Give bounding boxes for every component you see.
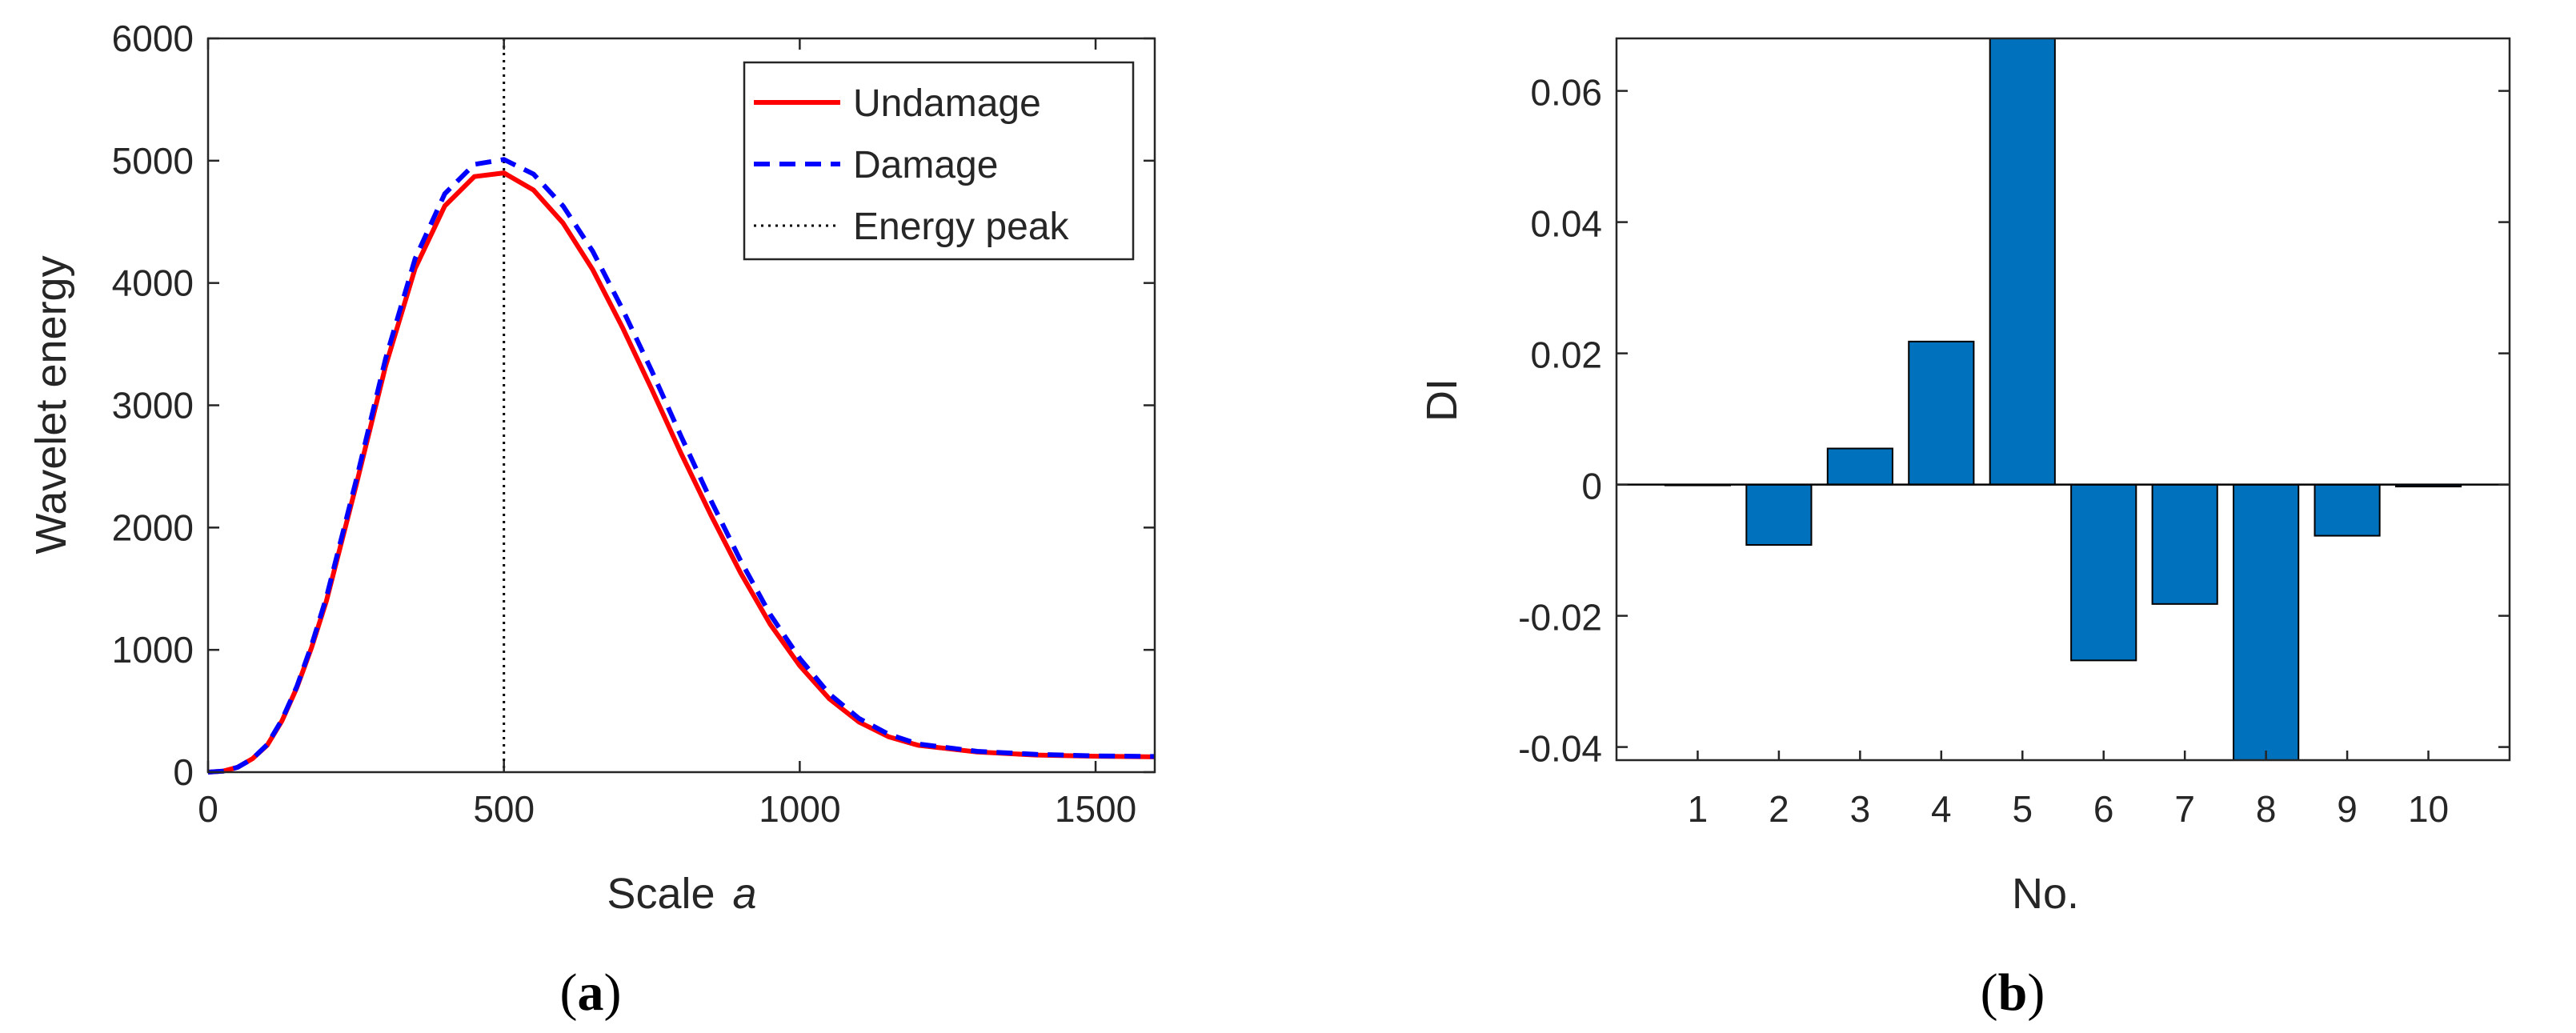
chart-a-ticks: 0 500 1000 1500 0 1000 2000 3000 4000 5000 6000: [112, 18, 1155, 830]
series-damage-line: [207, 157, 1156, 775]
x-tick-label: 0: [198, 788, 218, 830]
bar-3: [1826, 447, 1893, 486]
bar-9: [2314, 483, 2381, 537]
y-tick-label: 2000: [112, 506, 194, 548]
chart-b: 1 2 3 4 5 6 7 8 9 10 -0.04 -0.02 0 0.02 0.04 0.06 DI No…: [1418, 37, 2511, 1022]
y-tick-label: -0.04: [1518, 728, 1602, 770]
bar-8: [2233, 483, 2300, 761]
x-tick-label: 5: [2012, 788, 2033, 830]
y-tick-label: 4000: [112, 262, 194, 304]
x-tick-label: 10: [2408, 788, 2449, 830]
chart-a-plot-area: [207, 38, 1156, 775]
x-tick-label: 1000: [759, 788, 840, 830]
chart-a-xlabel: Scale a: [607, 870, 756, 918]
panel-a-caption: (a): [560, 963, 622, 1022]
bar-2: [1745, 483, 1813, 547]
x-tick-label: 7: [2174, 788, 2195, 830]
y-tick-label: 0: [1581, 466, 1602, 507]
y-tick-label: 6000: [112, 18, 194, 59]
chart-a-legend: Undamage Damage Energy peak: [743, 61, 1135, 261]
y-tick-label: 5000: [112, 140, 194, 182]
x-tick-label: 3: [1850, 788, 1871, 830]
panel-b-caption: (b): [1981, 963, 2045, 1022]
legend-damage-label: Damage: [853, 144, 998, 186]
chart-b-xlabel: No.: [2012, 870, 2079, 918]
x-tick-label: 500: [473, 788, 535, 830]
chart-a: 0 500 1000 1500 0 1000 2000 3000 4000 5000 6000 Wa…: [27, 18, 1156, 1022]
bar-5: [1989, 38, 2056, 486]
chart-b-ticks: 1 2 3 4 5 6 7 8 9 10 -0.04 -0.02 0 0.02 0.04 0.06: [1518, 72, 2510, 830]
legend-box: [743, 61, 1135, 261]
y-tick-label: 0.06: [1530, 72, 1602, 114]
bar-4: [1908, 340, 1975, 486]
legend-energy-peak-label: Energy peak: [853, 206, 1070, 248]
x-tick-label: 2: [1769, 788, 1789, 830]
chart-b-axes-box: [1615, 37, 2511, 762]
x-tick-label: 4: [1931, 788, 1952, 830]
y-tick-label: -0.02: [1518, 597, 1602, 639]
x-tick-label: 9: [2337, 788, 2358, 830]
chart-b-ylabel: DI: [1418, 378, 1466, 422]
y-tick-label: 0.02: [1530, 334, 1602, 376]
y-tick-label: 0: [173, 751, 194, 793]
bar-7: [2151, 483, 2218, 605]
chart-b-plot-area: [1617, 38, 2510, 761]
legend-undamage-label: Undamage: [853, 82, 1041, 125]
x-tick-label: 1: [1688, 788, 1709, 830]
x-tick-label: 8: [2256, 788, 2277, 830]
chart-a-ylabel: Wavelet energy: [27, 255, 75, 554]
x-tick-label: 1500: [1055, 788, 1136, 830]
y-tick-label: 3000: [112, 385, 194, 426]
y-tick-label: 0.04: [1530, 203, 1602, 245]
x-tick-label: 6: [2093, 788, 2114, 830]
y-tick-label: 1000: [112, 629, 194, 671]
bar-6: [2070, 483, 2137, 662]
